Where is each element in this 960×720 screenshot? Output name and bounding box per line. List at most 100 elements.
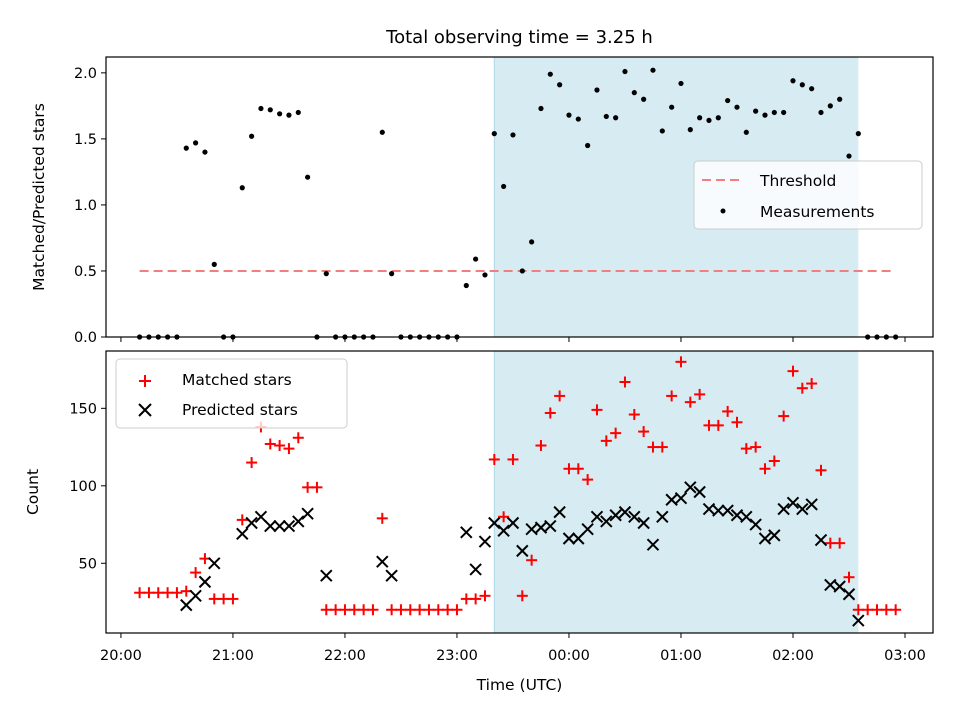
y-tick-label: 1.5 bbox=[74, 132, 97, 148]
predicted-star-marker bbox=[786, 496, 800, 510]
matched-star-marker bbox=[526, 554, 538, 566]
matched-star-marker bbox=[871, 604, 883, 616]
predicted-star-marker bbox=[656, 510, 669, 523]
predicted-star-marker bbox=[544, 519, 557, 533]
predicted-star-marker bbox=[646, 538, 660, 551]
predicted-star-marker bbox=[590, 510, 604, 523]
bottom-legend: Matched stars Predicted stars bbox=[115, 358, 348, 429]
x-tick-label: 22:00 bbox=[324, 648, 366, 664]
predicted-star-marker bbox=[740, 510, 753, 523]
top-y-axis-label: Matched/Predicted stars bbox=[30, 103, 48, 291]
matched-star-marker bbox=[656, 441, 668, 453]
predicted-star-marker bbox=[684, 481, 697, 494]
matched-star-marker bbox=[367, 604, 379, 616]
matched-star-marker bbox=[414, 604, 426, 616]
measurement-point bbox=[519, 268, 525, 274]
predicted-star-marker bbox=[516, 544, 529, 558]
measurement-point bbox=[585, 142, 591, 149]
matched-star-marker bbox=[302, 481, 314, 493]
matched-star-marker bbox=[292, 432, 304, 444]
matched-star-marker bbox=[703, 419, 715, 431]
predicted-star-marker bbox=[768, 529, 781, 542]
matched-star-marker bbox=[386, 604, 398, 616]
measurement-point bbox=[277, 111, 283, 117]
legend-measurements-swatch bbox=[720, 208, 726, 214]
measurement-point bbox=[827, 103, 833, 109]
measurement-point bbox=[622, 68, 628, 75]
predicted-star-marker bbox=[852, 614, 865, 627]
measurement-point bbox=[379, 129, 385, 135]
predicted-star-marker bbox=[796, 502, 809, 516]
matched-star-marker bbox=[143, 587, 155, 599]
bottom-legend-box bbox=[115, 358, 348, 429]
matched-star-marker bbox=[376, 512, 388, 524]
y-tick-label: 100 bbox=[69, 479, 97, 495]
bottom-y-axis-label: Count bbox=[24, 469, 42, 515]
legend-matched-swatch bbox=[139, 375, 151, 387]
predicted-star-marker bbox=[460, 526, 473, 539]
matched-star-marker bbox=[171, 587, 183, 599]
matched-star-marker bbox=[610, 427, 622, 439]
y-tick-label: 2.0 bbox=[74, 66, 97, 82]
measurement-point bbox=[202, 149, 208, 155]
matched-star-marker bbox=[330, 604, 342, 616]
measurement-point bbox=[575, 116, 581, 122]
predicted-star-marker bbox=[581, 522, 594, 536]
predicted-star-marker bbox=[628, 510, 641, 523]
matched-star-marker bbox=[236, 514, 248, 526]
measurement-point bbox=[697, 115, 703, 121]
matched-star-marker bbox=[740, 443, 752, 455]
x-tick-label: 01:00 bbox=[660, 648, 702, 664]
matched-star-marker bbox=[778, 410, 790, 422]
measurement-point bbox=[753, 108, 759, 114]
matched-star-marker bbox=[404, 604, 416, 616]
predicted-star-marker bbox=[301, 507, 314, 520]
y-tick-label: 0.0 bbox=[74, 330, 97, 346]
measurement-point bbox=[491, 131, 497, 137]
measurement-point bbox=[613, 115, 619, 121]
matched-star-marker bbox=[768, 455, 780, 467]
measurement-point bbox=[678, 80, 684, 87]
measurement-point bbox=[211, 261, 217, 267]
measurement-points bbox=[137, 67, 899, 340]
predicted-star-marker bbox=[637, 516, 650, 530]
legend-predicted-swatch bbox=[138, 403, 152, 417]
measurement-point bbox=[193, 140, 199, 146]
matched-star-marker bbox=[432, 604, 444, 616]
legend-predicted-label: Predicted stars bbox=[182, 401, 298, 419]
measurement-point bbox=[855, 131, 861, 137]
bottom-y-ticks: 50 100 150 bbox=[69, 401, 106, 572]
matched-star-marker bbox=[395, 604, 407, 616]
measurement-point bbox=[295, 109, 301, 116]
matched-star-marker bbox=[843, 571, 855, 583]
measurement-point bbox=[771, 109, 777, 116]
measurement-point bbox=[510, 132, 516, 138]
predicted-star-marker bbox=[618, 505, 632, 519]
measurement-point bbox=[650, 67, 656, 73]
matched-star-marker bbox=[283, 443, 295, 455]
matched-star-marker bbox=[190, 567, 202, 579]
measurement-point bbox=[641, 96, 647, 102]
x-tick-label: 02:00 bbox=[772, 648, 814, 664]
y-tick-label: 150 bbox=[69, 401, 97, 417]
matched-star-marker bbox=[619, 376, 631, 388]
measurement-point bbox=[594, 87, 600, 93]
predicted-star-marker bbox=[777, 502, 790, 516]
matched-star-marker bbox=[722, 405, 734, 417]
matched-star-marker bbox=[834, 537, 846, 549]
measurement-point bbox=[547, 71, 553, 77]
predicted-star-marker bbox=[758, 532, 772, 545]
matched-star-marker bbox=[152, 587, 164, 599]
matched-star-marker bbox=[591, 404, 603, 416]
matched-star-marker bbox=[806, 378, 818, 390]
observing-window-shade bbox=[494, 351, 859, 633]
matched-star-marker bbox=[787, 365, 799, 377]
predicted-star-marker bbox=[236, 527, 249, 541]
predicted-star-marker bbox=[833, 580, 846, 593]
top-legend: Threshold Measurements bbox=[693, 160, 923, 230]
measurement-point bbox=[799, 82, 805, 88]
matched-star-marker bbox=[731, 416, 743, 428]
predicted-star-marker bbox=[721, 504, 734, 517]
measurement-point bbox=[725, 97, 731, 104]
measurement-point bbox=[538, 105, 544, 112]
